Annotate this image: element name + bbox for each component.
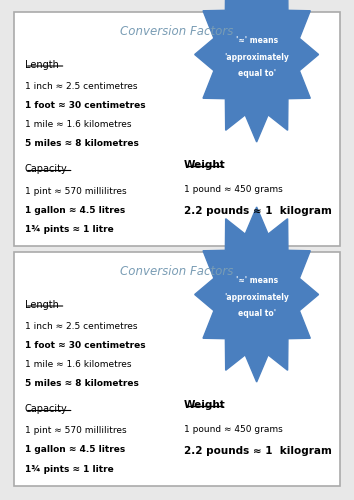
Text: Weight: Weight [184, 400, 226, 409]
Text: 2.2 pounds ≈ 1  kilogram: 2.2 pounds ≈ 1 kilogram [184, 446, 332, 456]
Text: Length: Length [25, 60, 59, 70]
Text: 1 inch ≈ 2.5 centimetres: 1 inch ≈ 2.5 centimetres [25, 322, 137, 331]
Text: 1 gallon ≈ 4.5 litres: 1 gallon ≈ 4.5 litres [25, 206, 125, 214]
Text: 1 foot ≈ 30 centimetres: 1 foot ≈ 30 centimetres [25, 341, 145, 350]
Text: Capacity: Capacity [25, 404, 68, 414]
Text: 'approximately: 'approximately [224, 52, 289, 62]
Text: Conversion Factors: Conversion Factors [120, 25, 234, 38]
Text: '≈' means: '≈' means [236, 276, 278, 285]
Text: 1 mile ≈ 1.6 kilometres: 1 mile ≈ 1.6 kilometres [25, 120, 131, 129]
Text: 1 inch ≈ 2.5 centimetres: 1 inch ≈ 2.5 centimetres [25, 82, 137, 91]
Text: Length: Length [25, 300, 59, 310]
Text: equal to': equal to' [238, 69, 276, 78]
Text: 1 foot ≈ 30 centimetres: 1 foot ≈ 30 centimetres [25, 101, 145, 110]
Text: 1¾ pints ≈ 1 litre: 1¾ pints ≈ 1 litre [25, 224, 114, 234]
Text: Conversion Factors: Conversion Factors [120, 265, 234, 278]
Text: '≈' means: '≈' means [236, 36, 278, 45]
FancyBboxPatch shape [14, 12, 340, 246]
Text: equal to': equal to' [238, 309, 276, 318]
Polygon shape [195, 0, 319, 142]
Text: 1 pint ≈ 570 millilitres: 1 pint ≈ 570 millilitres [25, 426, 126, 436]
Text: 'approximately: 'approximately [224, 292, 289, 302]
Text: 1 pound ≈ 450 grams: 1 pound ≈ 450 grams [184, 186, 283, 194]
Text: Weight: Weight [184, 160, 226, 170]
Text: 1 mile ≈ 1.6 kilometres: 1 mile ≈ 1.6 kilometres [25, 360, 131, 369]
Text: 1 pound ≈ 450 grams: 1 pound ≈ 450 grams [184, 426, 283, 434]
Polygon shape [195, 207, 319, 382]
Text: 1 gallon ≈ 4.5 litres: 1 gallon ≈ 4.5 litres [25, 446, 125, 454]
Text: 1 pint ≈ 570 millilitres: 1 pint ≈ 570 millilitres [25, 186, 126, 196]
Text: 1¾ pints ≈ 1 litre: 1¾ pints ≈ 1 litre [25, 464, 114, 473]
Text: 5 miles ≈ 8 kilometres: 5 miles ≈ 8 kilometres [25, 379, 139, 388]
Text: Capacity: Capacity [25, 164, 68, 174]
FancyBboxPatch shape [14, 252, 340, 486]
Text: 5 miles ≈ 8 kilometres: 5 miles ≈ 8 kilometres [25, 139, 139, 148]
Text: 2.2 pounds ≈ 1  kilogram: 2.2 pounds ≈ 1 kilogram [184, 206, 332, 216]
